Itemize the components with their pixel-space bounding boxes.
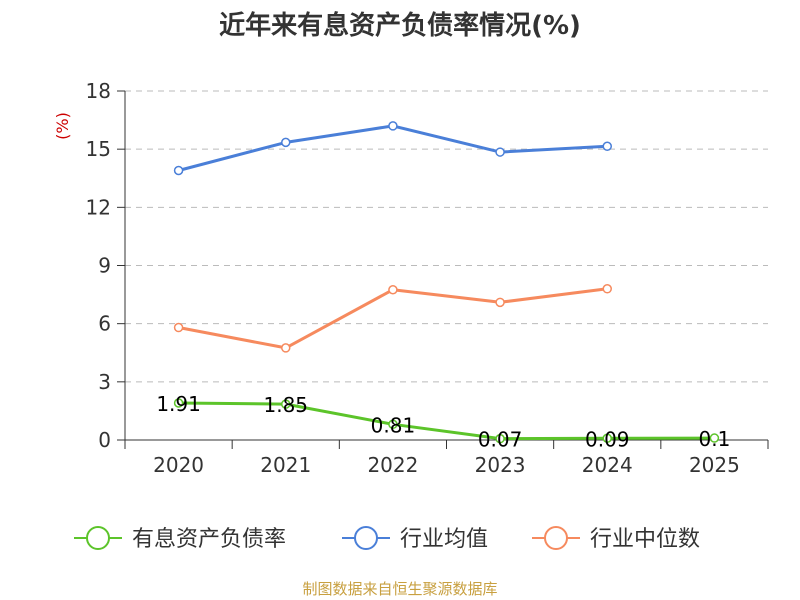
axes: 0 3 6 9 12 15 18 2020 2021 2022 2023 2024 2025 <box>86 79 769 477</box>
series-line-0 <box>178 401 715 441</box>
chart-title: 近年来有息资产负债率情况(%) <box>219 10 581 41</box>
data-point <box>709 433 720 443</box>
series-line-1 <box>178 124 608 172</box>
data-point <box>281 399 291 409</box>
data-point <box>173 165 184 176</box>
legend-item-0[interactable]: 有息资产负债率 <box>74 526 286 552</box>
data-label: 1.85 <box>263 393 308 417</box>
data-label: 0.07 <box>478 428 523 452</box>
y-axis-label: (%) <box>53 112 72 140</box>
data-label: 1.91 <box>156 392 201 416</box>
legend: 有息资产负债率 行业均值 行业中位数 <box>74 526 700 552</box>
y-tick-label: 6 <box>98 312 111 336</box>
x-tick-label: 2025 <box>689 453 740 477</box>
legend-label: 行业均值 <box>400 527 488 552</box>
data-label: 0.1 <box>699 427 731 451</box>
y-tick-label: 18 <box>86 79 111 103</box>
legend-label: 行业中位数 <box>590 527 700 552</box>
legend-swatch-marker <box>354 526 378 550</box>
source-note: 制图数据来自恒生聚源数据库 <box>302 580 497 598</box>
series-line-2 <box>178 287 608 350</box>
data-point <box>173 398 184 408</box>
gridlines <box>125 90 768 383</box>
data-point <box>602 141 612 152</box>
data-point <box>281 343 291 353</box>
legend-item-2[interactable]: 行业中位数 <box>532 526 700 552</box>
x-tick-label: 2024 <box>582 453 633 477</box>
legend-item-1[interactable]: 行业均值 <box>342 526 488 552</box>
legend-swatch-marker <box>86 526 110 550</box>
x-tick-label: 2021 <box>260 453 311 477</box>
data-label: 0.81 <box>371 413 416 437</box>
y-tick-label: 9 <box>98 254 111 278</box>
data-point <box>602 433 612 444</box>
y-tick-label: 12 <box>86 195 111 219</box>
x-tick-label: 2022 <box>367 453 418 477</box>
data-point <box>388 419 398 430</box>
data-point <box>388 121 398 131</box>
y-tick-label: 0 <box>98 428 111 452</box>
series-lines <box>173 121 720 444</box>
legend-swatch-marker <box>544 526 568 550</box>
data-label: 0.09 <box>585 427 630 451</box>
y-tick-label: 3 <box>98 370 111 394</box>
data-point <box>495 433 505 444</box>
x-tick-label: 2020 <box>153 453 204 477</box>
y-tick-label: 15 <box>86 137 111 161</box>
data-point <box>495 297 505 308</box>
data-point <box>495 147 505 157</box>
data-point <box>602 284 612 294</box>
x-tick-label: 2023 <box>475 453 526 477</box>
data-point <box>281 137 291 148</box>
data-point <box>173 322 184 333</box>
data-labels: 1.91 1.85 0.81 0.07 0.09 0.1 <box>156 392 730 452</box>
data-point <box>388 284 398 295</box>
legend-label: 有息资产负债率 <box>132 527 286 552</box>
